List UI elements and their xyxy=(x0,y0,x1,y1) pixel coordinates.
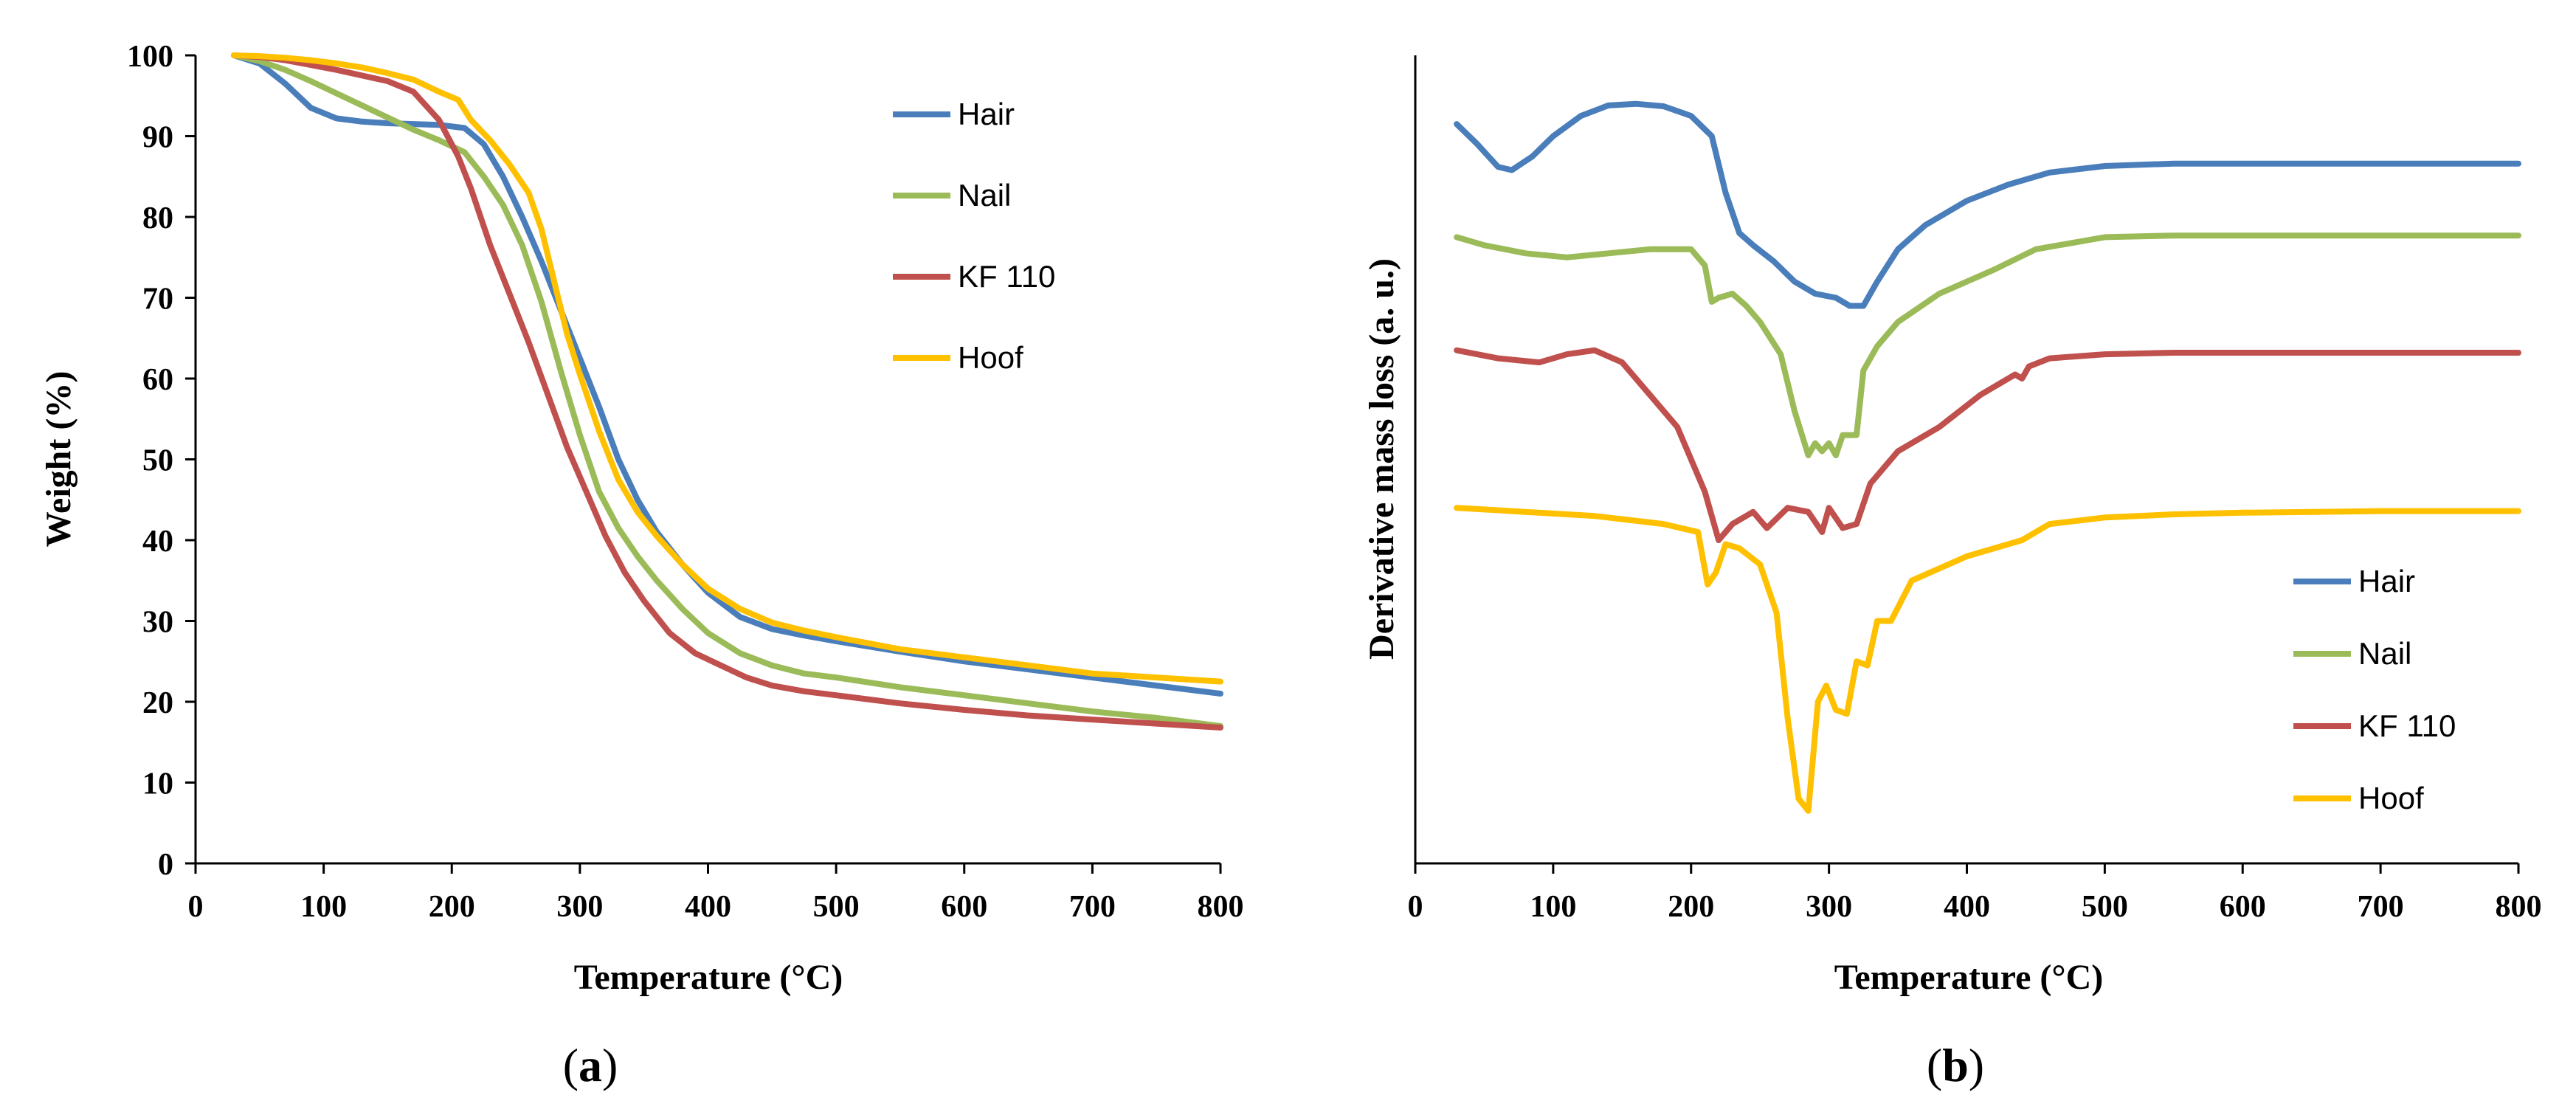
chart-a-legend: Hair Nail KF 110 Hoof xyxy=(893,97,1055,375)
chart-a-legend-label-kf-110: KF 110 xyxy=(958,259,1055,294)
chart-a-series-nail xyxy=(231,52,1223,729)
chart-b-y-axis-label: Derivative mass loss (a. u.) xyxy=(1362,258,1401,660)
chart-a-y-tick-label-0: 0 xyxy=(158,848,173,882)
chart-a-axes xyxy=(194,55,1220,865)
chart-a-y-tick-label-20: 20 xyxy=(142,686,173,720)
chart-b-caption: (b) xyxy=(1927,1039,1984,1091)
chart-b-x-tick-label-600: 600 xyxy=(2220,890,2266,924)
chart-b: 0 100 200 300 400 500 600 700 800 Temperature (°… xyxy=(1362,55,2542,1091)
chart-b-series-nail xyxy=(1454,232,2521,458)
chart-b-x-tick-label-800: 800 xyxy=(2496,890,2542,924)
chart-a-y-tick-label-60: 60 xyxy=(142,363,173,397)
chart-a-y-tick-label-30: 30 xyxy=(142,606,173,640)
chart-a-caption: (a) xyxy=(563,1039,618,1091)
chart-a-x-ticks: 0 100 200 300 400 500 600 700 800 xyxy=(188,863,1244,924)
chart-b-x-tick-label-300: 300 xyxy=(1806,890,1852,924)
chart-a-x-tick-label-0: 0 xyxy=(188,890,204,924)
chart-b-series-hoof xyxy=(1454,505,2521,814)
chart-a-x-tick-label-700: 700 xyxy=(1069,890,1116,924)
chart-a-legend-label-nail: Nail xyxy=(958,178,1011,213)
chart-a-y-tick-label-50: 50 xyxy=(142,444,173,478)
chart-a-series-kf-110 xyxy=(231,52,1223,731)
chart-a-x-tick-label-200: 200 xyxy=(429,890,475,924)
chart-b-x-tick-label-100: 100 xyxy=(1530,890,1576,924)
chart-a-series-hoof xyxy=(231,52,1223,685)
chart-b-x-tick-label-0: 0 xyxy=(1408,890,1423,924)
chart-a-y-tick-label-100: 100 xyxy=(127,40,173,74)
chart-a-y-tick-label-70: 70 xyxy=(142,283,173,317)
chart-a-x-axis-label: Temperature (°C) xyxy=(574,958,843,997)
chart-b-series xyxy=(1454,100,2521,814)
chart-a-x-tick-label-600: 600 xyxy=(941,890,987,924)
chart-a-x-tick-label-800: 800 xyxy=(1198,890,1244,924)
chart-a-x-tick-label-400: 400 xyxy=(685,890,731,924)
chart-a-y-tick-label-90: 90 xyxy=(142,121,173,155)
chart-a: 0 10 20 30 40 50 60 70 80 90 100 0 100 200 300 400 500 6… xyxy=(39,40,1244,1091)
chart-b-legend-label-kf-110: KF 110 xyxy=(2358,708,2456,743)
chart-a-legend-label-hair: Hair xyxy=(958,97,1015,131)
chart-a-y-axis-label: Weight (%) xyxy=(39,371,78,548)
chart-b-series-kf-110 xyxy=(1454,347,2521,543)
chart-b-x-tick-label-500: 500 xyxy=(2082,890,2128,924)
chart-b-x-axis-label: Temperature (°C) xyxy=(1834,958,2103,997)
chart-b-legend-label-hoof: Hoof xyxy=(2358,781,2424,815)
chart-b-x-tick-label-200: 200 xyxy=(1668,890,1714,924)
chart-a-y-tick-label-10: 10 xyxy=(142,767,173,801)
chart-b-legend-label-nail: Nail xyxy=(2358,636,2411,671)
chart-b-x-tick-label-700: 700 xyxy=(2358,890,2404,924)
chart-a-x-tick-label-300: 300 xyxy=(556,890,603,924)
chart-b-x-ticks: 0 100 200 300 400 500 600 700 800 xyxy=(1408,863,2542,924)
chart-a-y-tick-label-80: 80 xyxy=(142,201,173,235)
chart-b-series-hair xyxy=(1454,100,2521,309)
chart-b-legend: Hair Nail KF 110 Hoof xyxy=(2293,564,2456,815)
chart-b-axes xyxy=(1414,55,2518,865)
chart-a-legend-label-hoof: Hoof xyxy=(958,340,1023,375)
chart-b-legend-label-hair: Hair xyxy=(2358,564,2415,598)
chart-a-y-ticks: 0 10 20 30 40 50 60 70 80 90 100 xyxy=(127,40,196,882)
chart-a-x-tick-label-500: 500 xyxy=(813,890,860,924)
chart-b-x-tick-label-400: 400 xyxy=(1944,890,1990,924)
chart-a-y-tick-label-40: 40 xyxy=(142,525,173,559)
chart-a-x-tick-label-100: 100 xyxy=(300,890,347,924)
chart-a-series xyxy=(231,52,1223,731)
